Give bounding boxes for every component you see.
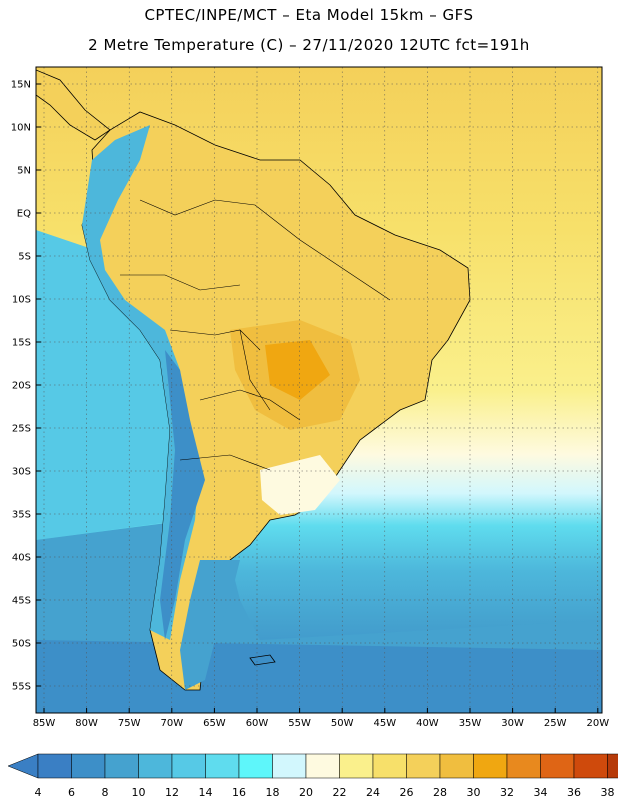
colorbar-segment: [372, 753, 407, 779]
patagonia-area: [180, 560, 240, 690]
temperature-colorbar: 4 6 8 10 12 14 16 18 20 22 24 26 28 30 32 34 36 38: [7, 753, 618, 799]
far-south-area: [36, 640, 602, 713]
latitude-label: 40S: [12, 553, 31, 564]
colorbar-segment: [607, 753, 618, 779]
colorbar-segment: [406, 753, 441, 779]
colorbar-tick-label: 20: [299, 786, 313, 799]
latitude-label: EQ: [17, 209, 31, 220]
colorbar-segment: [573, 753, 608, 779]
colorbar-segment: [506, 753, 541, 779]
colorbar-segment: [305, 753, 340, 779]
colorbar-tick-label: 4: [35, 786, 42, 799]
longitude-label: 60W: [246, 718, 269, 729]
longitude-label: 55W: [288, 718, 311, 729]
colorbar-segment: [439, 753, 474, 779]
pampa-mild-area: [260, 455, 340, 515]
colorbar-tick-label: 16: [232, 786, 246, 799]
colorbar-tick-label: 32: [500, 786, 514, 799]
colorbar-tick-label: 8: [102, 786, 109, 799]
latitude-label: 35S: [12, 510, 31, 521]
longitude-label: 65W: [203, 718, 226, 729]
latitude-label: 55S: [12, 682, 31, 693]
colorbar-segment: [37, 753, 72, 779]
colorbar-tick-label: 22: [333, 786, 347, 799]
colorbar-tick-label: 26: [400, 786, 414, 799]
latitude-label: 30S: [12, 467, 31, 478]
colorbar-segment: [473, 753, 508, 779]
colorbar-tick-label: 24: [366, 786, 380, 799]
longitude-label: 50W: [331, 718, 354, 729]
colorbar-tick-label: 30: [467, 786, 481, 799]
map-field: [36, 67, 602, 713]
falkland-islands: [249, 654, 276, 666]
latitude-label: 15N: [11, 80, 31, 91]
longitude-label: 70W: [160, 718, 183, 729]
colorbar-segment: [339, 753, 374, 779]
andes-cool-strip: [82, 125, 200, 640]
latitude-label: 15S: [12, 338, 31, 349]
longitude-label: 80W: [75, 718, 98, 729]
map-title-field: 2 Metre Temperature (C) – 27/11/2020 12U…: [88, 36, 530, 54]
latitude-label: 5S: [18, 252, 31, 263]
hottest-area: [265, 340, 330, 400]
andes-cold-core: [160, 350, 205, 640]
colorbar-tick-label: 12: [165, 786, 179, 799]
latitude-label: 50S: [12, 639, 31, 650]
latitude-label: 20S: [12, 381, 31, 392]
latitude-labels: 15N 10N 5N EQ 5S 10S 15S 20S 25S 30S 35S 40S 45S 50S 5…: [11, 80, 41, 693]
country-borders: [120, 199, 391, 471]
longitude-label: 40W: [416, 718, 439, 729]
longitude-labels: 85W 80W 75W 70W 65W 60W 55W 50W 45W 40W 35W 30W 25W 2…: [33, 708, 609, 729]
map-title-model: CPTEC/INPE/MCT – Eta Model 15km – GFS: [144, 6, 474, 24]
longitude-label: 30W: [501, 718, 524, 729]
colorbar-segment: [272, 753, 307, 779]
colorbar-tick-label: 34: [534, 786, 548, 799]
colorbar-tick-label: 28: [433, 786, 447, 799]
colorbar-tick-label: 6: [68, 786, 75, 799]
colorbar-tick-label: 38: [601, 786, 615, 799]
latitude-label: 10S: [12, 295, 31, 306]
colorbar-segment: [71, 753, 106, 779]
longitude-label: 85W: [33, 718, 56, 729]
longitude-label: 35W: [459, 718, 482, 729]
colorbar-tick-label: 10: [132, 786, 146, 799]
longitude-label: 75W: [118, 718, 141, 729]
central-america-land: [36, 69, 111, 141]
longitude-label: 25W: [544, 718, 567, 729]
colorbar-segment: [205, 753, 240, 779]
colorbar-tick-label: 36: [567, 786, 581, 799]
latitude-label: 5N: [17, 166, 31, 177]
longitude-label: 45W: [373, 718, 396, 729]
latitude-label: 45S: [12, 596, 31, 607]
colorbar-segment: [238, 753, 273, 779]
colorbar-tick-label: 18: [266, 786, 280, 799]
colorbar-segment: [104, 753, 139, 779]
latitude-label: 10N: [11, 123, 31, 134]
colorbar-segment: [138, 753, 173, 779]
colorbar-segment: [540, 753, 575, 779]
latitude-label: 25S: [12, 424, 31, 435]
longitude-label: 20W: [586, 718, 609, 729]
colorbar-tick-label: 14: [199, 786, 213, 799]
colorbar-segment: [171, 753, 206, 779]
map-frame: [35, 66, 603, 714]
colorbar-low-arrow: [7, 753, 39, 779]
